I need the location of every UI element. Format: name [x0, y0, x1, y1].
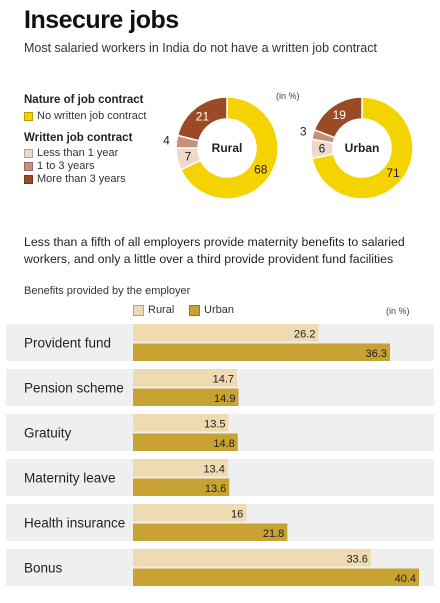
bar-chart-heading: Benefits provided by the employer [24, 285, 191, 297]
bar-rural [133, 459, 228, 477]
pie-slice [313, 96, 363, 139]
pie-slice-label: 19 [333, 108, 347, 122]
category-label: Maternity leave [24, 471, 116, 486]
legend-swatch [24, 111, 33, 121]
category-label: Provident fund [24, 336, 111, 351]
legend-item-urban: Urban [189, 304, 234, 316]
bar-value-label: 26.2 [294, 329, 315, 341]
bar-rural [133, 324, 319, 342]
bar-value-label: 13.4 [203, 464, 224, 476]
bar-row-background [6, 369, 434, 406]
donut-center-label: Rural [212, 141, 243, 155]
bar-urban [133, 478, 230, 496]
bar-row-background [6, 549, 434, 586]
bar-unit-label: (in %) [386, 306, 410, 316]
donut-charts: 68 7 4 21 Rural 71 63 19 Urban [163, 96, 414, 200]
legend-item-lt1: Less than 1 year [24, 147, 118, 159]
legend-label: More than 3 years [37, 173, 126, 185]
pie-slice-label: 21 [196, 109, 210, 123]
bar-value-label: 14.9 [214, 393, 235, 405]
bar-urban [133, 523, 288, 541]
bar-value-label: 36.3 [366, 348, 387, 360]
legend-label: No written job contract [37, 110, 147, 122]
bar-value-label: 33.6 [346, 554, 367, 566]
category-label: Health insurance [24, 516, 125, 531]
section-headline: Less than a fifth of all employers provi… [24, 235, 405, 266]
donut-unit-label: (in %) [276, 91, 300, 101]
bar-rural [133, 414, 229, 432]
legend-swatch [133, 304, 144, 316]
legend-swatch [24, 148, 33, 158]
category-label: Gratuity [24, 426, 72, 441]
pie-slice-label: 4 [163, 133, 170, 147]
bar-value-label: 14.7 [213, 374, 234, 386]
pie-slice-label: 71 [386, 166, 400, 180]
category-label: Pension scheme [24, 381, 124, 396]
bar-value-label: 14.8 [213, 438, 234, 450]
bar-rural [133, 504, 247, 522]
legend-label: Less than 1 year [37, 147, 119, 159]
legend-item-no-written: No written job contract [24, 110, 146, 122]
legend-swatch [24, 174, 33, 184]
pie-slice-label: 68 [254, 162, 268, 176]
bar-rural [133, 369, 238, 387]
bar-rural [133, 549, 371, 567]
legend-item-1to3: 1 to 3 years [24, 160, 94, 172]
pie-slice [179, 96, 279, 200]
bar-urban [133, 388, 239, 406]
legend-label: Urban [204, 304, 234, 316]
legend-swatch [189, 304, 200, 316]
legend-label: 1 to 3 years [37, 160, 95, 172]
chart-subtitle: Most salaried workers in India do not ha… [24, 41, 377, 55]
legend-swatch [24, 161, 33, 171]
category-label: Bonus [24, 561, 63, 576]
donut-center-label: Urban [345, 141, 380, 155]
legend-item-gt3: More than 3 years [24, 173, 126, 185]
chart-title: Insecure jobs [24, 6, 179, 34]
pie-slice [176, 96, 228, 142]
bar-row-background [6, 459, 434, 496]
legend-label: Rural [148, 304, 175, 316]
bar-value-label: 16 [231, 509, 243, 521]
pie-slice [311, 96, 414, 200]
pie-slice-label: 3 [300, 125, 307, 139]
pie-slice-label: 7 [185, 150, 192, 164]
bar-row-background [6, 414, 434, 451]
bar-value-label: 13.6 [205, 483, 226, 495]
bar-value-label: 13.5 [204, 419, 225, 431]
bar-value-label: 40.4 [395, 573, 416, 585]
legend-heading-written: Written job contract [24, 132, 133, 144]
pie-slice-label: 6 [319, 142, 326, 156]
bar-urban [133, 568, 419, 586]
bar-urban [133, 433, 238, 451]
bar-value-label: 21.8 [263, 528, 284, 540]
bar-row-background [6, 504, 434, 541]
legend-item-rural: Rural [133, 304, 174, 316]
legend-heading-nature: Nature of job contract [24, 94, 144, 106]
bar-row-background [6, 324, 434, 361]
bar-urban [133, 343, 390, 361]
